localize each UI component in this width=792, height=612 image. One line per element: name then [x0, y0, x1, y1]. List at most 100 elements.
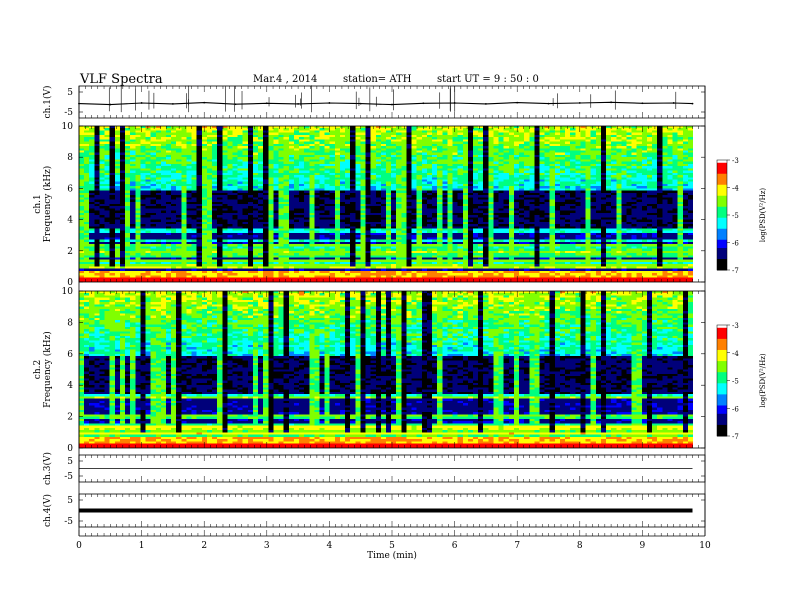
colorbar-ch1: -3 -4 -5 -6 -7 log(PSD(V²/Hz): [716, 157, 767, 275]
colorbar-ch2-swatch: [717, 341, 727, 345]
ch1-waveform-point: [672, 102, 675, 104]
colorbar-ch1-swatch: [717, 204, 727, 208]
ch4-waveform-ytick-label: -5: [64, 517, 73, 527]
colorbar-ch1-tick-label: -7: [732, 267, 739, 275]
colorbar-ch2-tick-label: -4: [732, 350, 739, 358]
colorbar-ch1-swatch: [717, 245, 727, 249]
ch2-spectrogram-channel-label: ch.2: [33, 360, 43, 379]
colorbar-ch2-swatch: [717, 422, 727, 426]
colorbar-ch2-swatch: [717, 347, 727, 351]
colorbar-ch1-tick-label: -6: [732, 240, 739, 248]
colorbar-ch2-swatch: [717, 413, 727, 418]
colorbar-ch2-swatch: [717, 352, 727, 357]
time-tick-label: 5: [389, 541, 395, 551]
colorbar-ch2-swatch: [717, 386, 727, 390]
ch3-waveform-ylabel: ch.3(V): [42, 452, 53, 485]
time-tick-label: 0: [76, 541, 82, 551]
ch1-spectrogram-ytick-label: 2: [67, 247, 73, 257]
colorbar-ch2-swatch: [717, 399, 727, 404]
colorbar-ch1-swatch: [717, 261, 727, 265]
ch1-waveform-ylabel: ch.1(V): [42, 86, 53, 119]
colorbar-ch2-swatch: [717, 433, 727, 437]
date-label: Mar.4 , 2014: [253, 74, 318, 85]
colorbar-ch2-swatch: [717, 374, 727, 379]
colorbar-ch1-swatch: [717, 215, 727, 219]
colorbar-ch2-swatch: [717, 377, 727, 381]
colorbar-ch1-tick-label: -3: [732, 157, 739, 165]
ch1-spectrogram-ytick-label: 6: [67, 184, 73, 194]
ch1-waveform-panel: 5 -5 ch.1(V): [42, 85, 706, 119]
time-axis-label: Time (min): [367, 550, 417, 561]
colorbar-ch2-swatch: [717, 397, 727, 401]
colorbar-ch2-swatch: [717, 327, 727, 332]
colorbar-ch1-swatch: [717, 253, 727, 257]
colorbar-ch1-swatch: [717, 250, 727, 254]
ch1-waveform-point: [109, 103, 112, 106]
ch3-waveform-ytick-label: 5: [67, 457, 73, 467]
colorbar-ch1-swatch: [717, 242, 727, 246]
colorbar-ch1-swatch: [717, 220, 727, 224]
colorbar-ch1-swatch: [717, 234, 727, 238]
colorbar-ch2-swatch: [717, 388, 727, 393]
colorbar-ch1-swatch: [717, 237, 727, 241]
colorbar-ch2-swatch: [717, 330, 727, 334]
ch2-spectrogram-ytick-label: 10: [62, 287, 74, 297]
colorbar-ch1-swatch: [717, 160, 727, 164]
ch1-spectrogram-panel: 0 2 4 6 8 10 Frequency (kHz)ch.1: [33, 122, 706, 288]
ch2-spectrogram-ytick-label: 6: [67, 350, 73, 360]
colorbar-ch1-swatch: [717, 173, 727, 177]
ch1-waveform-point: [234, 103, 237, 106]
colorbar-ch1-swatch: [717, 190, 727, 194]
time-tick-label: 4: [327, 541, 333, 551]
colorbar-ch1-swatch: [717, 239, 727, 243]
colorbar-ch2-tick-label: -6: [732, 405, 739, 413]
colorbar-ch1-label: log(PSD(V²/Hz): [759, 188, 767, 243]
ch1-waveform-ytick-label: -5: [64, 108, 73, 118]
colorbar-ch2-swatch: [717, 361, 727, 365]
colorbar-ch1-swatch: [717, 168, 727, 172]
colorbar-ch1-swatch: [717, 184, 727, 188]
colorbar-ch1-swatch: [717, 223, 727, 227]
colorbar-ch2-swatch: [717, 394, 727, 398]
ch1-waveform-point: [172, 103, 174, 105]
colorbar-ch1-tick-label: -5: [732, 212, 739, 220]
time-tick-label: 10: [699, 541, 711, 551]
time-tick-label: 6: [452, 541, 458, 551]
colorbar-ch2-swatch: [717, 430, 727, 434]
ch4-waveform-ylabel: ch.4(V): [42, 494, 53, 527]
colorbar-ch1-tick-label: -4: [732, 185, 739, 193]
colorbar-ch1-swatch: [717, 179, 727, 183]
colorbar-ch2-swatch: [717, 405, 727, 409]
colorbar-ch1-swatch: [717, 198, 727, 202]
colorbar-ch1-swatch: [717, 212, 727, 216]
colorbar-ch1-swatch: [717, 217, 727, 221]
ch1-spectrogram-ylabel: Frequency (kHz): [42, 166, 53, 243]
colorbar-ch1-swatch: [717, 226, 727, 230]
colorbar-ch1-swatch: [717, 182, 727, 186]
colorbar-ch1-swatch: [717, 248, 727, 252]
colorbar-ch2-swatch: [717, 349, 727, 354]
ch1-spectrogram-ytick-label: 4: [67, 216, 73, 226]
ch1-waveform-point: [359, 102, 362, 105]
time-tick-label: 9: [640, 541, 646, 551]
ch1-spectrogram-image: [79, 126, 693, 282]
colorbar-ch2-swatch: [717, 411, 727, 415]
time-tick-label: 8: [577, 541, 583, 551]
colorbar-ch1-swatch: [717, 165, 727, 169]
colorbar-ch2-swatch: [717, 424, 727, 429]
ch1-waveform-point: [265, 102, 268, 105]
ch2-spectrogram-ytick-label: 0: [67, 444, 73, 454]
colorbar-ch1-swatch: [717, 176, 727, 180]
colorbar-ch1-swatch: [717, 162, 727, 166]
colorbar-ch1-swatch: [717, 171, 727, 175]
ch2-spectrogram-ytick-label: 4: [67, 381, 73, 391]
ch1-waveform-point: [203, 101, 206, 104]
colorbar-ch2: -3 -4 -5 -6 -7 log(PSD(V²/Hz): [716, 322, 767, 441]
ch1-waveform-point: [610, 101, 612, 104]
colorbar-ch2-swatch: [717, 380, 727, 384]
colorbar-ch1-swatch: [717, 264, 727, 268]
colorbar-ch2-tick-label: -3: [732, 322, 739, 330]
ch3-waveform-panel: 5 -5 ch.3(V): [42, 452, 706, 485]
ch1-waveform-line: [78, 101, 693, 106]
ch1-spectrogram-channel-label: ch.1: [33, 194, 43, 213]
